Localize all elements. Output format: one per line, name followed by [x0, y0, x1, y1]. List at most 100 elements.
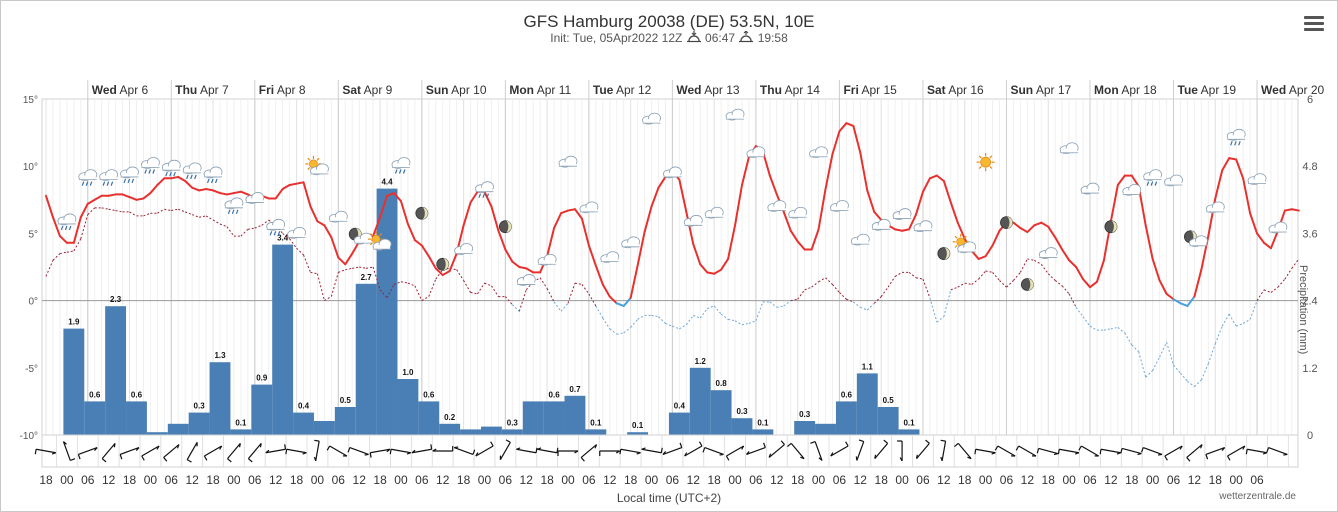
dewpoint-segment: [720, 313, 729, 320]
credit-link[interactable]: wetterzentrale.de: [1219, 491, 1296, 502]
wind-shaft: [704, 447, 724, 455]
temperature-segment: [1221, 157, 1231, 172]
precip-bar: [355, 283, 377, 435]
cloud-icon: [621, 236, 641, 249]
hour-tick-label: 06: [1083, 473, 1097, 487]
wind-head: [364, 453, 369, 456]
wind-arrow-icon: [1140, 447, 1163, 456]
hour-tick-label: 12: [269, 473, 283, 487]
dewpoint-segment: [894, 271, 903, 277]
precip-label: 0.6: [549, 390, 561, 399]
dewpoint-segment: [1131, 344, 1140, 353]
day-date: Apr 15: [859, 83, 897, 97]
rain-drop: [81, 181, 85, 186]
rain-drop: [110, 181, 114, 186]
wind-head: [432, 448, 437, 452]
wind-arrow-icon: [874, 439, 889, 460]
wind-head: [615, 450, 621, 454]
wind-shaft: [1164, 445, 1183, 457]
right-axis-label: 0: [1307, 430, 1313, 442]
hour-tick-label: 18: [707, 473, 721, 487]
precip-label: 0.1: [632, 421, 644, 430]
sun-ray: [963, 235, 967, 239]
temperature-segment: [1151, 257, 1161, 282]
wind-arrow-icon: [994, 445, 1016, 457]
precip-label: 0.6: [423, 390, 435, 399]
temperature-segment: [1186, 295, 1196, 307]
rain-drop: [194, 174, 197, 180]
precip-bar: [146, 432, 168, 435]
hour-tick-label: 12: [520, 473, 534, 487]
precip-label: 0.3: [736, 407, 748, 416]
temperature-segment: [901, 228, 911, 232]
wind-shaft: [370, 448, 391, 454]
hour-tick-label: 18: [290, 473, 304, 487]
wind-head: [219, 445, 223, 450]
wind-barb: [1057, 449, 1060, 455]
wind-shaft: [874, 442, 889, 460]
rain-drop: [210, 178, 214, 184]
cloud-icon: [788, 206, 808, 219]
cloud-base: [374, 245, 391, 250]
temperature-segment: [79, 202, 89, 219]
temperature-segment: [504, 248, 514, 263]
precip-bar: [293, 412, 314, 435]
dewpoint-segment: [866, 302, 875, 311]
cloud-rain-icon: [140, 157, 160, 174]
wind-shaft: [247, 442, 262, 460]
wind-barb: [1140, 447, 1144, 453]
hour-tick-label: 06: [666, 473, 680, 487]
cloud-base: [121, 172, 138, 177]
wind-shaft: [768, 444, 785, 458]
dewpoint-segment: [1138, 351, 1147, 378]
sun-cloud-icon: [305, 155, 329, 176]
hour-tick-label: 18: [457, 473, 471, 487]
dewpoint-segment: [164, 208, 172, 212]
cloud-base: [518, 280, 535, 285]
precip-bar: [501, 429, 523, 435]
wind-barb: [780, 440, 785, 445]
temperature-segment: [393, 192, 402, 203]
cloud-icon: [913, 220, 933, 233]
day-label: Wed Apr 13: [676, 83, 739, 97]
precip-bar: [230, 429, 252, 435]
dewpoint-segment: [741, 322, 750, 326]
wind-arrow-icon: [599, 450, 621, 456]
wind-arrow-icon: [537, 447, 559, 454]
dewpoint-segment: [685, 315, 694, 326]
dewpoint-segment: [755, 301, 764, 321]
day-date: Apr 18: [1119, 83, 1157, 97]
day-name: Wed: [676, 83, 701, 97]
wind-barb: [535, 447, 538, 453]
chart-menu-button[interactable]: [1304, 16, 1324, 32]
day-label: Fri Apr 15: [843, 83, 897, 97]
cloud-icon: [767, 200, 787, 212]
dewpoint-segment: [1027, 258, 1035, 261]
temperature-segment: [330, 236, 340, 259]
day-name: Sun: [1010, 83, 1033, 97]
wind-shaft: [78, 447, 98, 455]
dewpoint-segment: [1068, 293, 1077, 308]
temperature-segment: [427, 255, 437, 270]
cloud-rain-icon: [1143, 169, 1163, 186]
cloud-base: [205, 172, 222, 177]
wind-barb: [505, 439, 511, 443]
wind-head: [1242, 445, 1246, 450]
wind-head: [259, 443, 262, 448]
wind-shaft: [941, 441, 947, 461]
rain-drop: [206, 178, 210, 184]
temperature-segment: [845, 122, 855, 127]
dewpoint-segment: [1089, 325, 1098, 331]
wind-barb: [1099, 449, 1102, 455]
wind-head: [475, 452, 479, 457]
dewpoint-segment: [1117, 327, 1126, 334]
hour-tick-label: 12: [603, 473, 617, 487]
wind-head: [63, 441, 67, 445]
wind-head: [1137, 453, 1142, 456]
wind-head: [516, 447, 521, 450]
right-axis-label: 1.2: [1302, 363, 1317, 375]
day-label: Tue Apr 12: [593, 83, 652, 97]
day-label: Mon Apr 11: [509, 83, 571, 97]
hour-tick-label: 18: [1042, 473, 1056, 487]
day-name: Fri: [259, 83, 274, 97]
